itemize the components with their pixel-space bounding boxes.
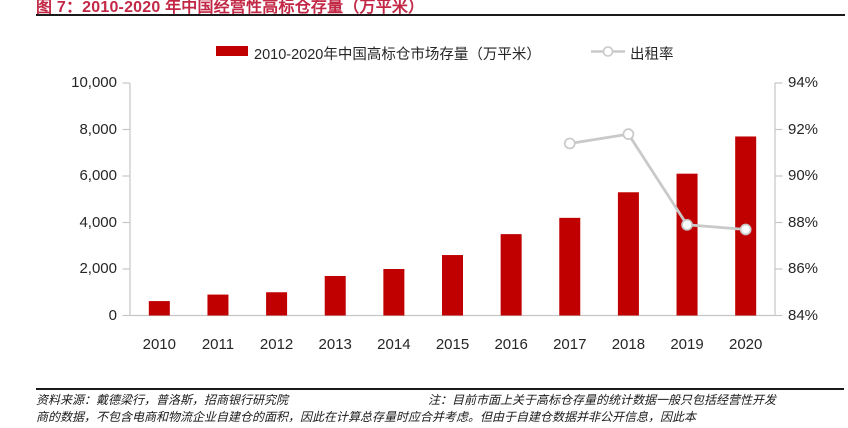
bar-2010 [148,301,170,316]
x-axis-label-2019: 2019 [670,336,704,353]
right-axis-tick: 92% [788,120,819,138]
right-axis-tick: 90% [788,167,819,184]
bar-2011 [207,294,229,316]
x-axis-label-2011: 2011 [201,336,235,353]
right-axis-tick: 94% [788,74,819,91]
source-note: 资料来源：戴德梁行，普洛斯，招商银行研究院 [36,393,289,407]
footer-divider [36,388,844,390]
rate-marker-2020 [739,223,752,236]
left-axis-tick: 10,000 [71,74,117,91]
bar-2017 [559,217,581,316]
left-axis-tick: 2,000 [79,260,117,277]
x-axis-label-2013: 2013 [318,336,352,353]
left-axis-tick: 0 [108,306,117,324]
bar-series-legend-label: 2010-2020年中国高标仓市场存量（万平米） [254,47,541,63]
left-axis-tick: 8,000 [79,120,117,138]
x-axis-label-2017: 2017 [553,336,587,353]
title-underline [36,14,845,16]
x-axis-label-2020: 2020 [728,336,763,353]
x-axis-label-2016: 2016 [494,336,528,353]
rate-marker-2019 [681,218,693,231]
x-axis-label-2010: 2010 [142,336,176,353]
note-text-line2: 商的数据，不包含电商和物流企业自建仓的面积，因此在计算总存量时应合并考虑。但由于… [36,410,697,424]
left-axis-tick: 4,000 [79,213,117,231]
bar-series-swatch-icon [216,46,248,56]
bar-2013 [324,275,346,316]
left-axis-tick: 6,000 [79,167,117,184]
bar-2016 [500,234,522,316]
rate-marker-2017 [563,137,576,150]
bar-2012 [266,292,288,316]
right-axis-tick: 88% [788,213,819,231]
right-axis-tick: 86% [788,260,819,277]
figure-title: 图 7：2010-2020 年中国经营性高标仓存量（万平米） [36,0,425,16]
bar-2015 [442,255,463,316]
x-axis-label-2015: 2015 [435,336,470,353]
line-series-swatch-icon [591,46,625,57]
bar-2018 [617,192,639,316]
x-axis-label-2018: 2018 [611,336,646,353]
figure-footer: 资料来源：戴德梁行，普洛斯，招商银行研究院 注：目前市面上关于高标仓存量的统计数… [36,392,838,426]
bar-2019 [676,173,698,316]
bar-2014 [383,269,405,316]
x-axis-label-2012: 2012 [259,336,294,353]
occupancy-rate-line [569,132,746,231]
right-axis-tick: 84% [788,306,819,324]
note-text-line1: 注：目前市面上关于高标仓存量的统计数据一般只包括经营性开发 [428,393,777,407]
line-series-legend-label: 出租率 [630,47,674,63]
x-axis-label-2014: 2014 [377,336,411,353]
rate-marker-2018 [622,128,635,140]
